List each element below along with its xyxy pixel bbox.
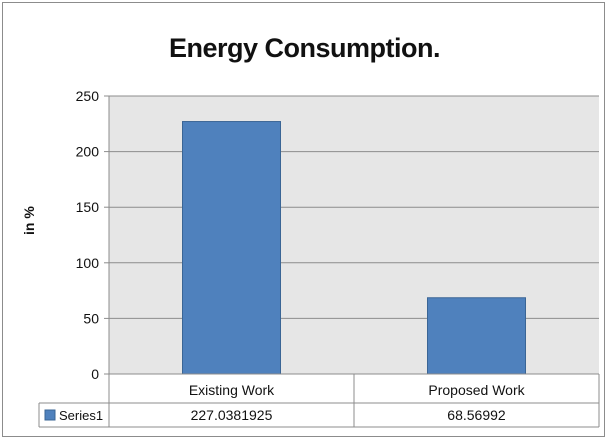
bar-proposed-work (427, 297, 526, 375)
x-category-label: Proposed Work (428, 382, 525, 398)
chart-frame: Energy Consumption. in % 0 50 100 150 200 250… (2, 2, 605, 437)
x-category-label: Existing Work (189, 382, 275, 398)
chart-title: Energy Consumption. (168, 33, 441, 63)
legend-label: Series1 (59, 408, 103, 423)
legend-swatch (44, 409, 56, 421)
data-table-value: 227.0381925 (191, 407, 273, 423)
y-tick-label: 50 (83, 310, 99, 326)
y-tick-label: 100 (76, 255, 100, 271)
y-tick-label: 0 (91, 366, 99, 382)
bar-existing-work (182, 121, 281, 375)
y-tick-label: 200 (76, 144, 100, 160)
y-tick-label: 150 (76, 199, 100, 215)
data-table-value: 68.56992 (447, 407, 506, 423)
bar-chart: 0 50 100 150 200 250 Existing Work Proposed Wor… (38, 88, 600, 428)
y-tick-label: 250 (76, 88, 100, 104)
